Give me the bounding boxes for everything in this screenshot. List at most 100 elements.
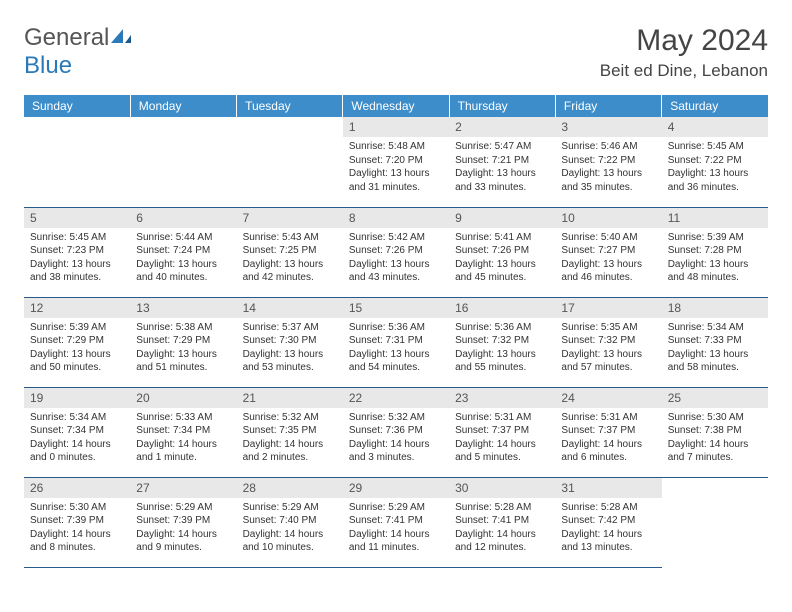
daylight-text: Daylight: 14 hours <box>561 438 655 452</box>
daylight-text: and 7 minutes. <box>668 451 762 465</box>
day-body: Sunrise: 5:40 AMSunset: 7:27 PMDaylight:… <box>555 228 661 289</box>
sunset-text: Sunset: 7:30 PM <box>243 334 337 348</box>
daylight-text: and 5 minutes. <box>455 451 549 465</box>
sunset-text: Sunset: 7:23 PM <box>30 244 124 258</box>
day-number: 23 <box>449 388 555 408</box>
daylight-text: Daylight: 14 hours <box>136 438 230 452</box>
calendar-cell: 21Sunrise: 5:32 AMSunset: 7:35 PMDayligh… <box>237 387 343 477</box>
day-body: Sunrise: 5:44 AMSunset: 7:24 PMDaylight:… <box>130 228 236 289</box>
sunset-text: Sunset: 7:36 PM <box>349 424 443 438</box>
day-number: 17 <box>555 298 661 318</box>
sunrise-text: Sunrise: 5:43 AM <box>243 231 337 245</box>
day-number: 24 <box>555 388 661 408</box>
sunset-text: Sunset: 7:26 PM <box>455 244 549 258</box>
calendar-cell: 29 Sunrise: 5:29 AMSunset: 7:41 PMDayligh… <box>343 477 449 567</box>
calendar-cell: 28Sunrise: 5:29 AMSunset: 7:40 PMDayligh… <box>237 477 343 567</box>
day-body: Sunrise: 5:31 AMSunset: 7:37 PMDaylight:… <box>555 408 661 469</box>
sunset-text: Sunset: 7:42 PM <box>561 514 655 528</box>
day-body: Sunrise: 5:41 AMSunset: 7:26 PMDaylight:… <box>449 228 555 289</box>
calendar-cell: 31 Sunrise: 5:28 AMSunset: 7:42 PMDayligh… <box>555 477 661 567</box>
day-number: 27 <box>130 478 236 498</box>
sunrise-text: Sunrise: 5:39 AM <box>668 231 762 245</box>
day-body: Sunrise: 5:36 AMSunset: 7:32 PMDaylight:… <box>449 318 555 379</box>
day-body: Sunrise: 5:42 AMSunset: 7:26 PMDaylight:… <box>343 228 449 289</box>
day-number: 29 <box>343 478 449 498</box>
day-body: Sunrise: 5:34 AMSunset: 7:34 PMDaylight:… <box>24 408 130 469</box>
calendar-head: SundayMondayTuesdayWednesdayThursdayFrid… <box>24 95 768 117</box>
day-number: 31 <box>555 478 661 498</box>
daylight-text: Daylight: 13 hours <box>668 348 762 362</box>
day-number: 25 <box>662 388 768 408</box>
daylight-text: Daylight: 13 hours <box>561 258 655 272</box>
day-body: Sunrise: 5:45 AMSunset: 7:22 PMDaylight:… <box>662 137 768 198</box>
calendar-cell <box>24 117 130 207</box>
logo-line2: Blue <box>24 52 72 79</box>
daylight-text: Daylight: 14 hours <box>455 438 549 452</box>
sunrise-text: Sunrise: 5:28 AM <box>561 501 655 515</box>
daylight-text: Daylight: 14 hours <box>349 528 443 542</box>
daylight-text: and 33 minutes. <box>455 181 549 195</box>
daylight-text: Daylight: 14 hours <box>30 528 124 542</box>
sunset-text: Sunset: 7:37 PM <box>455 424 549 438</box>
day-body: Sunrise: 5:48 AMSunset: 7:20 PMDaylight:… <box>343 137 449 198</box>
daylight-text: Daylight: 13 hours <box>136 348 230 362</box>
daylight-text: Daylight: 13 hours <box>243 258 337 272</box>
sunset-text: Sunset: 7:38 PM <box>668 424 762 438</box>
calendar-cell: 26Sunrise: 5:30 AMSunset: 7:39 PMDayligh… <box>24 477 130 567</box>
daylight-text: Daylight: 13 hours <box>349 167 443 181</box>
daylight-text: Daylight: 14 hours <box>243 438 337 452</box>
day-body: Sunrise: 5:33 AMSunset: 7:34 PMDaylight:… <box>130 408 236 469</box>
daylight-text: and 38 minutes. <box>30 271 124 285</box>
day-body: Sunrise: 5:43 AMSunset: 7:25 PMDaylight:… <box>237 228 343 289</box>
day-number: 7 <box>237 208 343 228</box>
daylight-text: Daylight: 13 hours <box>30 258 124 272</box>
daylight-text: and 58 minutes. <box>668 361 762 375</box>
calendar-cell: 3Sunrise: 5:46 AMSunset: 7:22 PMDaylight… <box>555 117 661 207</box>
sunset-text: Sunset: 7:34 PM <box>136 424 230 438</box>
calendar-cell: 11Sunrise: 5:39 AMSunset: 7:28 PMDayligh… <box>662 207 768 297</box>
day-body: Sunrise: 5:35 AMSunset: 7:32 PMDaylight:… <box>555 318 661 379</box>
day-body: Sunrise: 5:31 AMSunset: 7:37 PMDaylight:… <box>449 408 555 469</box>
calendar-cell: 30Sunrise: 5:28 AMSunset: 7:41 PMDayligh… <box>449 477 555 567</box>
title-block: May 2024 Beit ed Dine, Lebanon <box>600 24 768 81</box>
sunset-text: Sunset: 7:39 PM <box>30 514 124 528</box>
day-number: 28 <box>237 478 343 498</box>
daylight-text: Daylight: 14 hours <box>561 528 655 542</box>
sunset-text: Sunset: 7:41 PM <box>349 514 443 528</box>
daylight-text: Daylight: 13 hours <box>455 258 549 272</box>
calendar-cell <box>130 117 236 207</box>
sunrise-text: Sunrise: 5:36 AM <box>455 321 549 335</box>
day-number: 14 <box>237 298 343 318</box>
sunrise-text: Sunrise: 5:29 AM <box>349 501 443 515</box>
daylight-text: and 40 minutes. <box>136 271 230 285</box>
sunrise-text: Sunrise: 5:29 AM <box>136 501 230 515</box>
logo-sail-icon <box>109 27 133 45</box>
daylight-text: Daylight: 13 hours <box>668 258 762 272</box>
day-number: 10 <box>555 208 661 228</box>
day-header: Monday <box>130 95 236 117</box>
sunset-text: Sunset: 7:41 PM <box>455 514 549 528</box>
calendar-cell: 19Sunrise: 5:34 AMSunset: 7:34 PMDayligh… <box>24 387 130 477</box>
sunset-text: Sunset: 7:22 PM <box>561 154 655 168</box>
calendar-week: 1Sunrise: 5:48 AMSunset: 7:20 PMDaylight… <box>24 117 768 207</box>
sunset-text: Sunset: 7:40 PM <box>243 514 337 528</box>
calendar-cell: 1Sunrise: 5:48 AMSunset: 7:20 PMDaylight… <box>343 117 449 207</box>
sunset-text: Sunset: 7:32 PM <box>455 334 549 348</box>
day-number: 22 <box>343 388 449 408</box>
sunset-text: Sunset: 7:39 PM <box>136 514 230 528</box>
day-body: Sunrise: 5:32 AMSunset: 7:36 PMDaylight:… <box>343 408 449 469</box>
day-number: 26 <box>24 478 130 498</box>
calendar-cell: 24Sunrise: 5:31 AMSunset: 7:37 PMDayligh… <box>555 387 661 477</box>
calendar-cell: 15Sunrise: 5:36 AMSunset: 7:31 PMDayligh… <box>343 297 449 387</box>
daylight-text: and 31 minutes. <box>349 181 443 195</box>
daylight-text: Daylight: 13 hours <box>349 258 443 272</box>
daylight-text: and 36 minutes. <box>668 181 762 195</box>
day-body: Sunrise: 5:28 AMSunset: 7:41 PMDaylight:… <box>449 498 555 559</box>
day-number: 4 <box>662 117 768 137</box>
daylight-text: Daylight: 13 hours <box>455 167 549 181</box>
logo-line1: General <box>24 24 109 51</box>
sunrise-text: Sunrise: 5:35 AM <box>561 321 655 335</box>
day-number: 15 <box>343 298 449 318</box>
day-body: Sunrise: 5:39 AMSunset: 7:29 PMDaylight:… <box>24 318 130 379</box>
daylight-text: and 35 minutes. <box>561 181 655 195</box>
